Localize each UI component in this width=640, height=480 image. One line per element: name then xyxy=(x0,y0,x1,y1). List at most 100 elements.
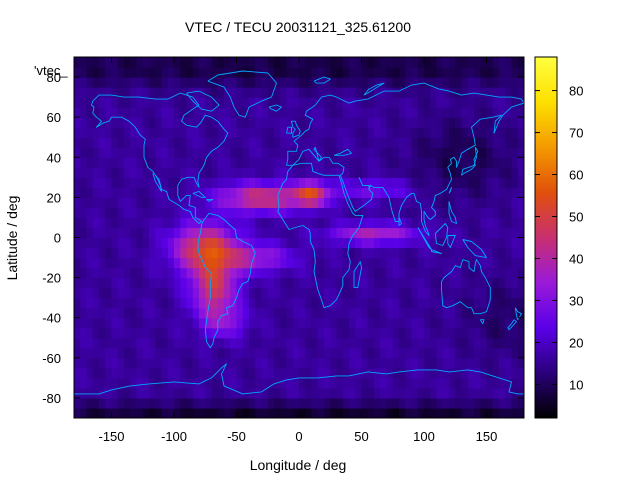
heatmap-cell xyxy=(424,357,431,369)
heatmap-cell xyxy=(311,127,319,138)
heatmap-cell xyxy=(424,177,431,188)
coastline-australia xyxy=(441,259,491,315)
heatmap-cell xyxy=(136,387,144,399)
heatmap-cell xyxy=(80,277,88,289)
heatmap-cell xyxy=(74,147,81,158)
heatmap-cell xyxy=(249,217,256,229)
heatmap-cell xyxy=(280,237,288,249)
heatmap-cell xyxy=(324,377,331,389)
heatmap-cell xyxy=(424,217,431,229)
heatmap-cell xyxy=(80,297,88,309)
heatmap-cell xyxy=(517,407,524,418)
heatmap-cell xyxy=(517,367,524,379)
heatmap-cell xyxy=(442,137,450,148)
heatmap-cell xyxy=(467,357,475,369)
heatmap-cell xyxy=(180,387,188,399)
heatmap-cell xyxy=(211,277,219,289)
heatmap-cell xyxy=(99,357,106,369)
heatmap-cell xyxy=(274,227,281,239)
heatmap-cell xyxy=(424,87,431,98)
heatmap-cell xyxy=(174,277,181,289)
heatmap-cell xyxy=(486,257,494,269)
heatmap-cell xyxy=(236,277,244,289)
heatmap-cell xyxy=(92,107,100,118)
heatmap-cell xyxy=(242,77,250,88)
heatmap-cell xyxy=(305,157,313,168)
heatmap-cell xyxy=(142,137,150,148)
heatmap-cell xyxy=(80,217,88,229)
heatmap-cell xyxy=(486,187,494,198)
heatmap-cell xyxy=(199,167,206,178)
heatmap-cell xyxy=(205,257,213,269)
heatmap-cell xyxy=(149,127,156,138)
heatmap-cell xyxy=(330,197,338,209)
heatmap-cell xyxy=(180,187,188,198)
heatmap-cell xyxy=(136,207,144,219)
heatmap-cell xyxy=(311,57,319,68)
heatmap-cell xyxy=(399,87,406,98)
heatmap-cell xyxy=(205,407,213,418)
heatmap-cell xyxy=(324,197,331,209)
heatmap-cell xyxy=(505,277,513,289)
heatmap-cell xyxy=(99,207,106,219)
heatmap-cell xyxy=(149,257,156,269)
heatmap-cell xyxy=(224,177,231,188)
heatmap-cell xyxy=(330,337,338,349)
heatmap-cell xyxy=(292,247,300,259)
heatmap-cell xyxy=(305,347,313,359)
heatmap-cell xyxy=(386,187,394,198)
heatmap-cell xyxy=(130,107,138,118)
heatmap-cell xyxy=(480,217,488,229)
heatmap-cell xyxy=(80,287,88,299)
heatmap-cell xyxy=(305,207,313,219)
heatmap-cell xyxy=(292,207,300,219)
heatmap-cell xyxy=(167,307,175,319)
heatmap-cell xyxy=(449,187,456,198)
heatmap-cell xyxy=(130,177,138,188)
heatmap-cell xyxy=(80,87,88,98)
heatmap-cell xyxy=(149,237,156,249)
heatmap-cell xyxy=(505,77,513,88)
heatmap-cell xyxy=(280,197,288,209)
heatmap-cell xyxy=(461,337,469,349)
heatmap-cell xyxy=(267,137,275,148)
heatmap-cell xyxy=(324,327,331,339)
heatmap-cell xyxy=(399,377,406,389)
heatmap-cell xyxy=(374,87,381,98)
heatmap-cell xyxy=(186,297,194,309)
heatmap-cell xyxy=(280,347,288,359)
heatmap-cell xyxy=(242,357,250,369)
heatmap-cell xyxy=(74,127,81,138)
heatmap-cell xyxy=(430,217,438,229)
heatmap-cell xyxy=(317,287,325,299)
heatmap-cell xyxy=(405,347,413,359)
heatmap-cell xyxy=(511,257,519,269)
heatmap-cell xyxy=(461,207,469,219)
heatmap-cell xyxy=(499,237,506,249)
heatmap-cell xyxy=(417,197,425,209)
heatmap-cell xyxy=(367,317,375,329)
heatmap-cell xyxy=(174,197,181,209)
heatmap-cell xyxy=(92,137,100,148)
heatmap-cell xyxy=(130,267,138,279)
heatmap-cell xyxy=(236,337,244,349)
heatmap-cell xyxy=(217,387,225,399)
heatmap-cell xyxy=(299,127,306,138)
heatmap-cell xyxy=(92,347,100,359)
heatmap-cell xyxy=(280,147,288,158)
heatmap-cell xyxy=(380,237,388,249)
heatmap-cell xyxy=(236,127,244,138)
heatmap-cell xyxy=(311,97,319,108)
heatmap-cell xyxy=(424,377,431,389)
heatmap-cell xyxy=(199,377,206,389)
heatmap-cell xyxy=(99,397,106,409)
heatmap-cell xyxy=(174,147,181,158)
heatmap-cell xyxy=(499,357,506,369)
heatmap-cell xyxy=(105,337,113,349)
heatmap-cell xyxy=(124,67,131,78)
heatmap-cell xyxy=(80,237,88,249)
heatmap-cell xyxy=(217,197,225,209)
heatmap-cell xyxy=(417,97,425,108)
heatmap-cell xyxy=(411,407,419,418)
heatmap-cell xyxy=(505,227,513,239)
